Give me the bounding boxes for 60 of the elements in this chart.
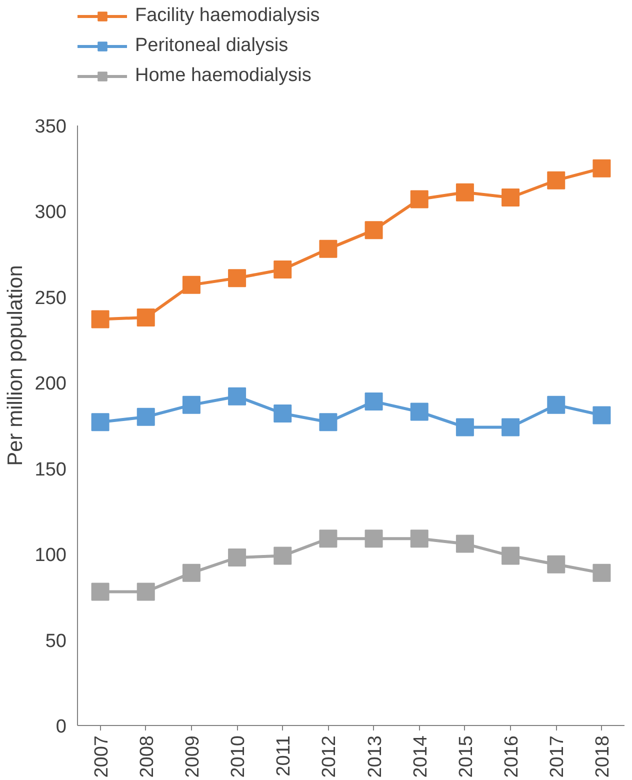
point: [274, 260, 292, 278]
point: [91, 413, 110, 432]
legend-label: Facility haemodialysis: [135, 5, 320, 27]
point: [592, 564, 611, 582]
point: [274, 404, 292, 422]
point: [274, 546, 292, 565]
point: [228, 387, 246, 406]
y-tick-label: 200: [34, 374, 66, 395]
point: [547, 171, 566, 190]
x-tick-label: 2016: [502, 735, 523, 778]
point: [319, 530, 338, 548]
point: [136, 308, 155, 326]
x-tick-label: 2012: [319, 735, 340, 778]
point: [91, 310, 110, 328]
y-axis-title: Per million population: [4, 265, 27, 466]
point: [502, 188, 520, 206]
x-tick-label: 2015: [456, 735, 477, 778]
point: [228, 548, 246, 566]
y-tick-label: 0: [56, 716, 67, 738]
y-tick-label: 350: [34, 116, 66, 138]
x-tick-label: 2010: [228, 735, 250, 778]
x-tick-label: 2007: [91, 735, 112, 778]
point: [182, 276, 200, 294]
point: [592, 406, 611, 424]
point: [410, 402, 428, 421]
point: [136, 582, 155, 601]
y-tick-label: 300: [34, 202, 66, 224]
point: [182, 564, 200, 582]
point: [364, 530, 383, 548]
x-tick-label: 2013: [364, 735, 386, 778]
legend-label: Home haemodialysis: [135, 65, 312, 87]
point: [364, 221, 383, 240]
y-tick-label: 250: [34, 288, 66, 309]
point: [136, 408, 155, 426]
point: [91, 582, 110, 601]
y-tick-label: 150: [34, 459, 66, 480]
x-tick-label: 2011: [274, 736, 295, 776]
point: [410, 530, 428, 548]
x-tick-label: 2009: [182, 735, 204, 778]
point: [547, 555, 566, 574]
point: [502, 418, 520, 436]
y-tick-label: 100: [34, 545, 66, 566]
point: [592, 159, 611, 178]
x-tick-label: 2018: [592, 735, 614, 778]
point: [502, 546, 520, 565]
point: [319, 240, 338, 258]
y-tick-label: 50: [45, 630, 67, 652]
point: [456, 534, 474, 553]
legend-label: Peritoneal dialysis: [135, 35, 288, 57]
point: [456, 183, 474, 202]
x-tick-label: 2008: [136, 735, 158, 778]
x-tick-label: 2017: [547, 735, 568, 778]
x-tick-label: 2014: [410, 735, 432, 778]
point: [364, 392, 383, 410]
point: [228, 269, 246, 288]
point: [182, 396, 200, 414]
point: [319, 413, 338, 432]
point: [547, 396, 566, 414]
point: [410, 190, 428, 208]
point: [456, 418, 474, 436]
